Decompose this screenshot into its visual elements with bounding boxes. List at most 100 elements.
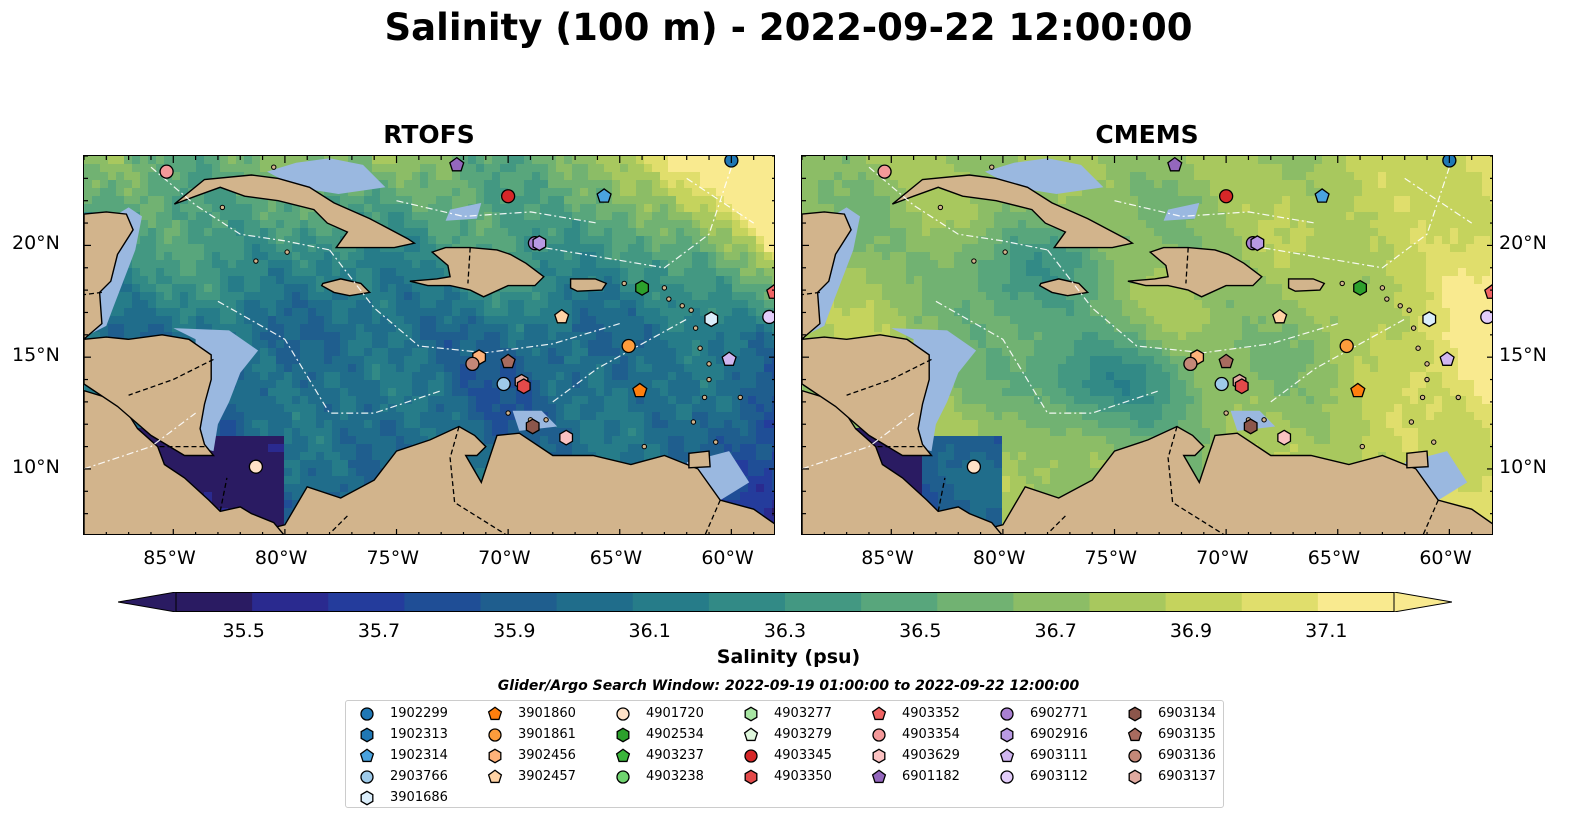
float-3901860[interactable]: [632, 382, 648, 398]
legend-marker[interactable]: [360, 707, 374, 721]
float-4903352[interactable]: [1484, 284, 1493, 299]
colorbar-tick-label: 37.1: [1305, 620, 1348, 642]
float-1902314[interactable]: [596, 188, 612, 203]
float-6901182[interactable]: [449, 156, 465, 172]
map-panel-rtofs[interactable]: [83, 155, 775, 535]
legend-marker-icon: [744, 769, 758, 785]
island: [737, 394, 743, 401]
legend-marker[interactable]: [1000, 707, 1014, 721]
legend-marker[interactable]: [871, 769, 887, 784]
legend-marker[interactable]: [488, 748, 502, 764]
legend-marker[interactable]: [872, 728, 886, 742]
legend-marker[interactable]: [1128, 706, 1142, 722]
float-4903345[interactable]: [500, 189, 516, 204]
island: [1397, 303, 1403, 309]
island: [1406, 307, 1412, 313]
legend-label: 4903237: [646, 748, 704, 763]
float-3901861[interactable]: [621, 338, 636, 354]
float-4903345[interactable]: [1218, 189, 1234, 204]
legend-marker[interactable]: [615, 748, 631, 763]
float-4903629[interactable]: [1277, 429, 1292, 446]
legend-marker[interactable]: [616, 770, 630, 784]
float-4903354[interactable]: [877, 164, 892, 179]
legend-marker[interactable]: [487, 706, 503, 721]
float-6903135[interactable]: [500, 353, 516, 369]
legend-marker[interactable]: [616, 727, 630, 743]
legend-marker-icon: [999, 748, 1015, 763]
colorbar-tick-label: 35.5: [222, 620, 265, 642]
island: [1379, 285, 1386, 291]
colorbar-segment: [556, 592, 634, 612]
legend-marker[interactable]: [872, 748, 886, 764]
legend-marker[interactable]: [487, 769, 503, 784]
island: [1424, 376, 1430, 383]
float-4903629[interactable]: [559, 429, 574, 446]
float-3901860[interactable]: [1350, 382, 1366, 398]
legend-marker[interactable]: [744, 769, 758, 785]
float-6903135[interactable]: [1218, 353, 1234, 369]
float-6903112[interactable]: [1480, 309, 1493, 325]
legend-marker[interactable]: [744, 749, 758, 763]
legend-marker[interactable]: [360, 770, 374, 784]
legend-label: 3901686: [390, 790, 448, 805]
legend-marker[interactable]: [1128, 769, 1142, 785]
float-2903766[interactable]: [1214, 376, 1229, 392]
legend-marker[interactable]: [360, 790, 374, 806]
float-4901720[interactable]: [248, 459, 264, 474]
float-2903766[interactable]: [496, 376, 511, 392]
float-6903136[interactable]: [465, 356, 480, 372]
float-6903112[interactable]: [762, 309, 775, 325]
legend-label: 4903279: [774, 727, 832, 742]
island: [666, 296, 672, 302]
legend-marker[interactable]: [1127, 727, 1143, 742]
float-4903350[interactable]: [516, 378, 531, 395]
legend-marker[interactable]: [743, 727, 759, 742]
map-panel-cmems[interactable]: [801, 155, 1493, 535]
colorbar-segment: [708, 592, 786, 612]
legend-label: 4903629: [902, 748, 960, 763]
float-3901861[interactable]: [1339, 338, 1354, 354]
island: [692, 325, 699, 331]
float-4901720[interactable]: [966, 459, 982, 474]
float-4903350[interactable]: [1234, 378, 1249, 395]
map-canvas-rtofs: [84, 156, 775, 534]
float-4902534[interactable]: [1353, 279, 1368, 296]
legend-marker[interactable]: [488, 728, 502, 742]
colorbar-segment: [937, 592, 1014, 612]
float-4903352[interactable]: [766, 284, 775, 299]
float-6902916[interactable]: [532, 235, 547, 252]
legend-marker[interactable]: [871, 706, 887, 721]
float-3902457[interactable]: [554, 308, 570, 324]
legend-marker[interactable]: [1128, 749, 1142, 763]
legend-marker[interactable]: [616, 707, 630, 721]
float-3901686[interactable]: [704, 311, 719, 328]
island: [1261, 417, 1267, 423]
float-6903134[interactable]: [1243, 418, 1258, 435]
float-1902314[interactable]: [1314, 188, 1330, 203]
legend-marker[interactable]: [359, 748, 375, 763]
legend-marker[interactable]: [1000, 770, 1014, 784]
float-6901182[interactable]: [1167, 156, 1183, 172]
island: [697, 345, 703, 351]
legend-label: 1902314: [390, 748, 448, 763]
legend-marker[interactable]: [999, 748, 1015, 763]
legend-marker[interactable]: [360, 727, 374, 743]
legend-marker-icon: [615, 748, 631, 763]
float-4903354[interactable]: [159, 164, 174, 179]
country-borders: [802, 247, 1439, 534]
float-3902457[interactable]: [1272, 308, 1288, 324]
float-6903111[interactable]: [721, 351, 737, 366]
float-6903136[interactable]: [1183, 356, 1198, 372]
float-4902534[interactable]: [635, 279, 650, 296]
legend-marker-icon: [359, 748, 375, 763]
legend-marker[interactable]: [1000, 727, 1014, 743]
lat-tick-label: 15°N: [1499, 344, 1547, 367]
float-6902916[interactable]: [1250, 235, 1265, 252]
legend-marker[interactable]: [744, 706, 758, 722]
lon-tick-label: 85°W: [143, 547, 196, 569]
lon-tick-label: 80°W: [254, 547, 308, 569]
land-cuba: [891, 174, 1135, 249]
float-3901686[interactable]: [1422, 311, 1437, 328]
float-6903134[interactable]: [525, 418, 540, 435]
float-6903111[interactable]: [1439, 351, 1455, 366]
